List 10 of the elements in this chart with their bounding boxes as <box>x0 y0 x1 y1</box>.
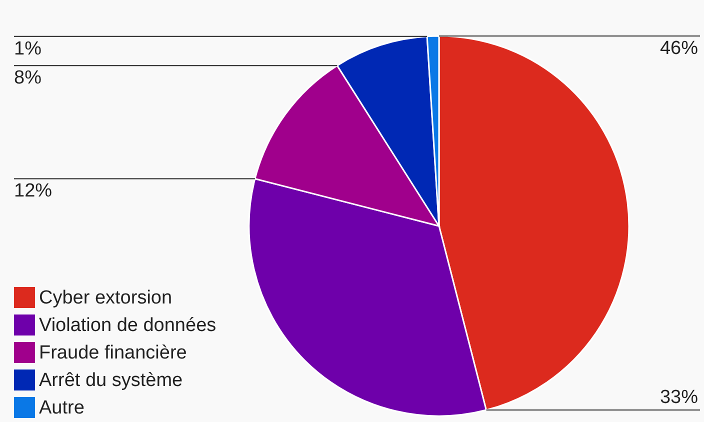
legend-label: Autre <box>39 398 84 418</box>
data-label: 8% <box>14 68 42 89</box>
legend-label: Fraude financière <box>39 342 187 364</box>
data-label: 33% <box>660 387 698 408</box>
legend-label: Violation de données <box>39 315 216 336</box>
data-label: 12% <box>14 180 52 202</box>
legend-label: Arrêt du système <box>39 370 183 391</box>
data-label: 46% <box>660 38 698 59</box>
data-label: 1% <box>14 38 42 60</box>
legend-label: Cyber extorsion <box>39 288 172 308</box>
